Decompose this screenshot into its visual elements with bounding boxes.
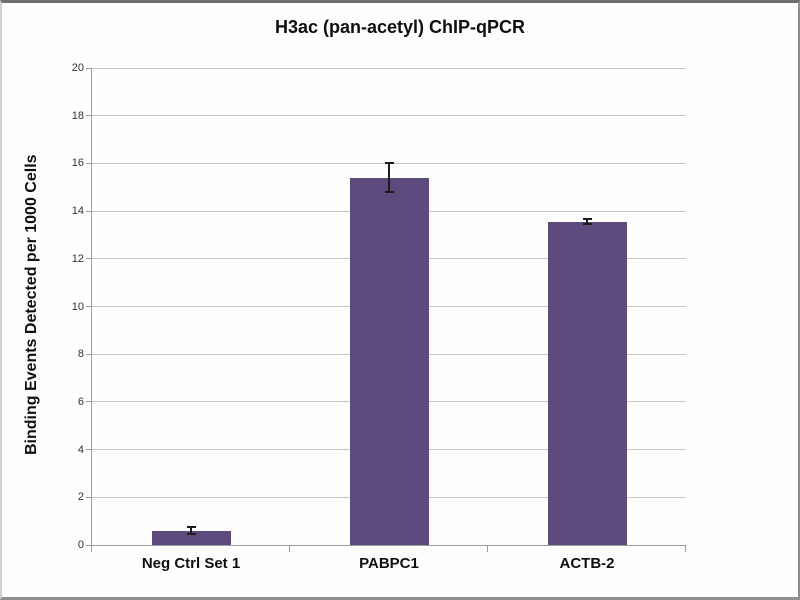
y-axis-tick-label: 4 [77, 443, 84, 456]
error-bar-neg-ctrl-set-1 [190, 525, 192, 536]
y-axis-tick [86, 544, 92, 546]
x-axis-tick [289, 546, 290, 552]
chart-title: H3ac (pan-acetyl) ChIP-qPCR [274, 17, 526, 37]
y-axis-tick [86, 306, 92, 307]
x-category-label-pabpc1: PABPC1 [359, 555, 419, 572]
y-axis-tick-label: 18 [71, 109, 84, 122]
bar-neg-ctrl-set-1 [151, 530, 231, 545]
y-axis-tick-label: 12 [71, 252, 84, 265]
y-axis-tick-label: 10 [71, 300, 84, 313]
bar-actb-2 [547, 221, 627, 545]
plot-area: 0 2 4 6 8 10 12 14 16 18 20 Neg Ctrl Set 1 PABPC1 ACT… [72, 62, 686, 572]
error-bar-cap-bottom [384, 191, 394, 194]
y-axis-tick [86, 210, 92, 212]
y-axis-tick-label: 14 [71, 205, 84, 218]
x-category-label-neg-ctrl-set-1: Neg Ctrl Set 1 [141, 555, 241, 572]
y-axis-tick [86, 258, 92, 260]
x-axis-tick [487, 546, 488, 552]
error-bar-pabpc1 [388, 162, 390, 194]
x-axis-tick [685, 546, 686, 552]
y-axis-tick [86, 496, 92, 498]
error-bar-cap-top [186, 525, 196, 528]
y-axis-tick [86, 115, 92, 117]
error-bar-cap-bottom [186, 533, 196, 536]
error-bar-cap-top [582, 218, 592, 221]
y-axis-tick-label: 6 [77, 395, 84, 408]
bar-pabpc1 [349, 177, 429, 545]
x-axis-tick [91, 546, 92, 552]
y-axis-tick-label: 20 [71, 62, 84, 74]
y-axis-tick-label: 16 [71, 157, 84, 170]
error-bar-cap-top [384, 162, 394, 165]
x-axis-line [91, 545, 686, 546]
y-axis-tick [86, 449, 92, 451]
x-category-label-actb-2: ACTB-2 [559, 555, 615, 572]
y-axis-tick-label: 2 [77, 491, 84, 504]
y-axis-tick [86, 67, 92, 69]
y-axis-tick [86, 401, 92, 403]
y-axis-tick-label: 8 [77, 348, 84, 361]
error-bar-actb-2 [586, 218, 588, 226]
gridline [92, 115, 686, 117]
y-axis-tick [86, 353, 92, 355]
y-axis-tick [86, 162, 92, 164]
y-axis-tick-label: 0 [77, 539, 84, 551]
error-bar-cap-bottom [582, 223, 592, 226]
gridline [92, 67, 686, 69]
